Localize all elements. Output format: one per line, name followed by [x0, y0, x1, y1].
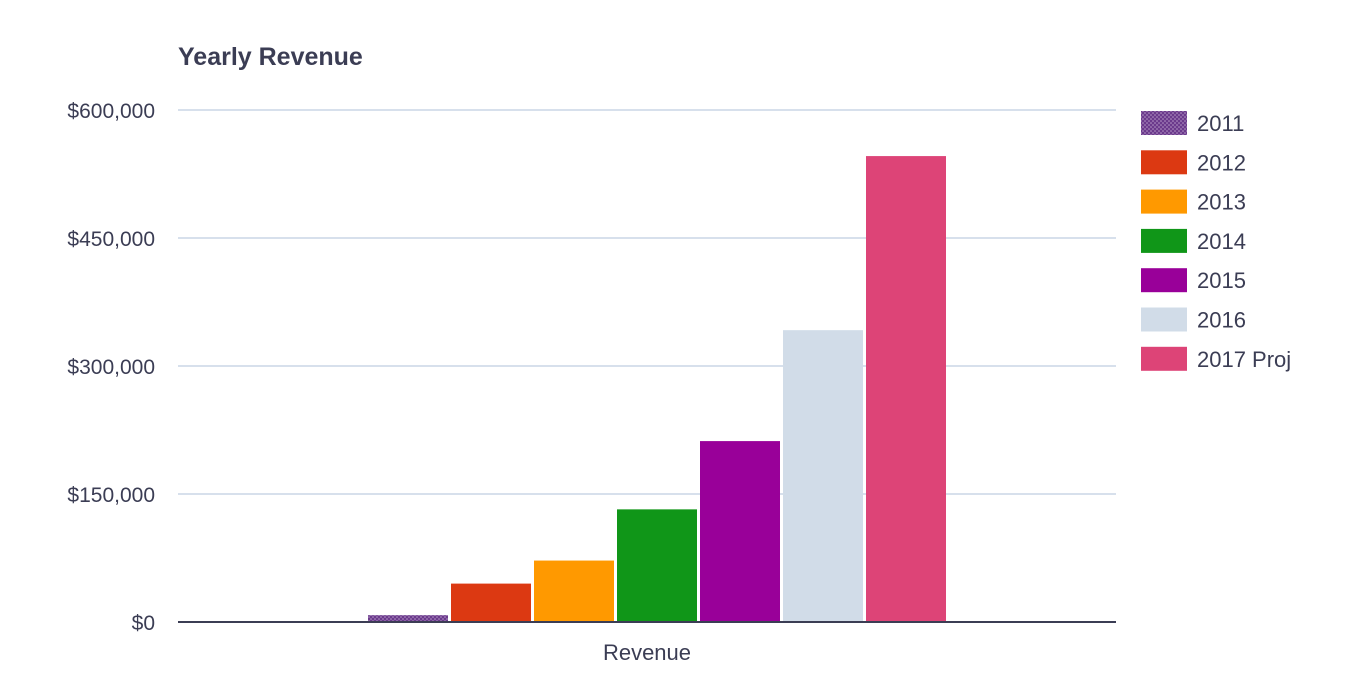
bar-2013[interactable] [534, 560, 614, 622]
bars [178, 156, 1116, 623]
y-tick-label: $600,000 [67, 100, 155, 123]
y-tick-label: $300,000 [67, 356, 155, 379]
legend-swatch[interactable] [1141, 268, 1187, 293]
y-tick-label: $150,000 [67, 484, 155, 507]
legend-swatch[interactable] [1141, 111, 1187, 135]
legend-swatch[interactable] [1141, 307, 1187, 332]
chart-title: Yearly Revenue [178, 43, 363, 71]
y-tick-label: $450,000 [67, 228, 155, 251]
bar-2011[interactable] [368, 615, 448, 622]
x-axis-categories: Revenue [603, 640, 691, 665]
bar-2012[interactable] [451, 583, 531, 622]
bar-2014[interactable] [617, 509, 697, 622]
legend: 2011 2012 2013 2014 2015 2016 2017 Proj [1141, 111, 1291, 372]
gridlines [178, 109, 1116, 495]
legend-label[interactable]: 2015 [1197, 268, 1246, 293]
legend-label[interactable]: 2017 Proj [1197, 347, 1291, 372]
legend-swatch[interactable] [1141, 228, 1187, 253]
legend-swatch[interactable] [1141, 150, 1187, 175]
legend-label[interactable]: 2016 [1197, 308, 1246, 333]
legend-label[interactable]: 2011 [1197, 111, 1244, 136]
legend-label[interactable]: 2013 [1197, 190, 1246, 215]
legend-swatch[interactable] [1141, 346, 1187, 371]
bar-2015[interactable] [700, 441, 780, 622]
legend-label[interactable]: 2014 [1197, 229, 1246, 254]
y-tick-label: $0 [132, 612, 155, 635]
x-category-label: Revenue [603, 640, 691, 665]
legend-swatch[interactable] [1141, 189, 1187, 214]
bar-2017-proj[interactable] [866, 156, 946, 622]
legend-label[interactable]: 2012 [1197, 150, 1246, 175]
y-axis-ticks: $0 $150,000 $300,000 $450,000 $600,000 [67, 100, 155, 635]
bar-2016[interactable] [783, 330, 863, 622]
